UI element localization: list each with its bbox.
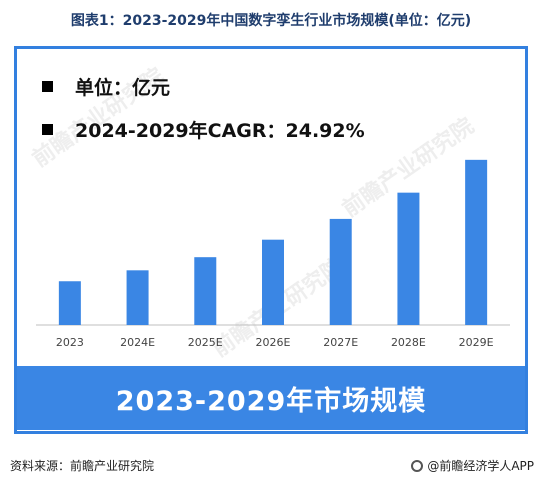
bar-2025E [194,257,217,325]
legend-unit: 单位：亿元 [42,73,170,100]
brand-credit-text: @前瞻经济学人APP [427,459,534,473]
x-tick-label: 2028E [391,336,426,349]
legend-cagr: 2024-2029年CAGR：24.92% [42,116,365,143]
x-tick-label: 2026E [256,336,291,349]
brand-logo-icon [411,459,424,472]
chart-banner-text: 2023-2029年市场规模 [115,385,427,417]
source-note: 资料来源：前瞻产业研究院 [10,459,155,473]
legend-unit-text: 单位：亿元 [75,77,171,99]
x-tick-label: 2027E [323,336,358,349]
x-tick-label: 2029E [459,336,494,349]
bar-2026E [262,239,284,325]
bar-2023 [58,281,81,325]
bar-2024E [126,270,149,325]
brand-credit: @前瞻经济学人APP [411,457,534,474]
chart-banner: 2023-2029年市场规模 [17,366,525,430]
bar-2027E [329,218,352,325]
x-tick-label: 2025E [188,336,223,349]
x-tick-label: 2023 [56,336,84,349]
bar-2028E [397,192,420,325]
figure-title: 图表1：2023-2029年中国数字孪生行业市场规模(单位：亿元) [70,13,472,29]
legend-square-icon [42,81,53,92]
legend-cagr-text: 2024-2029年CAGR：24.92% [75,120,365,142]
legend-square-icon [42,124,53,135]
x-tick-label: 2024E [120,336,155,349]
bar-2029E [465,159,488,325]
